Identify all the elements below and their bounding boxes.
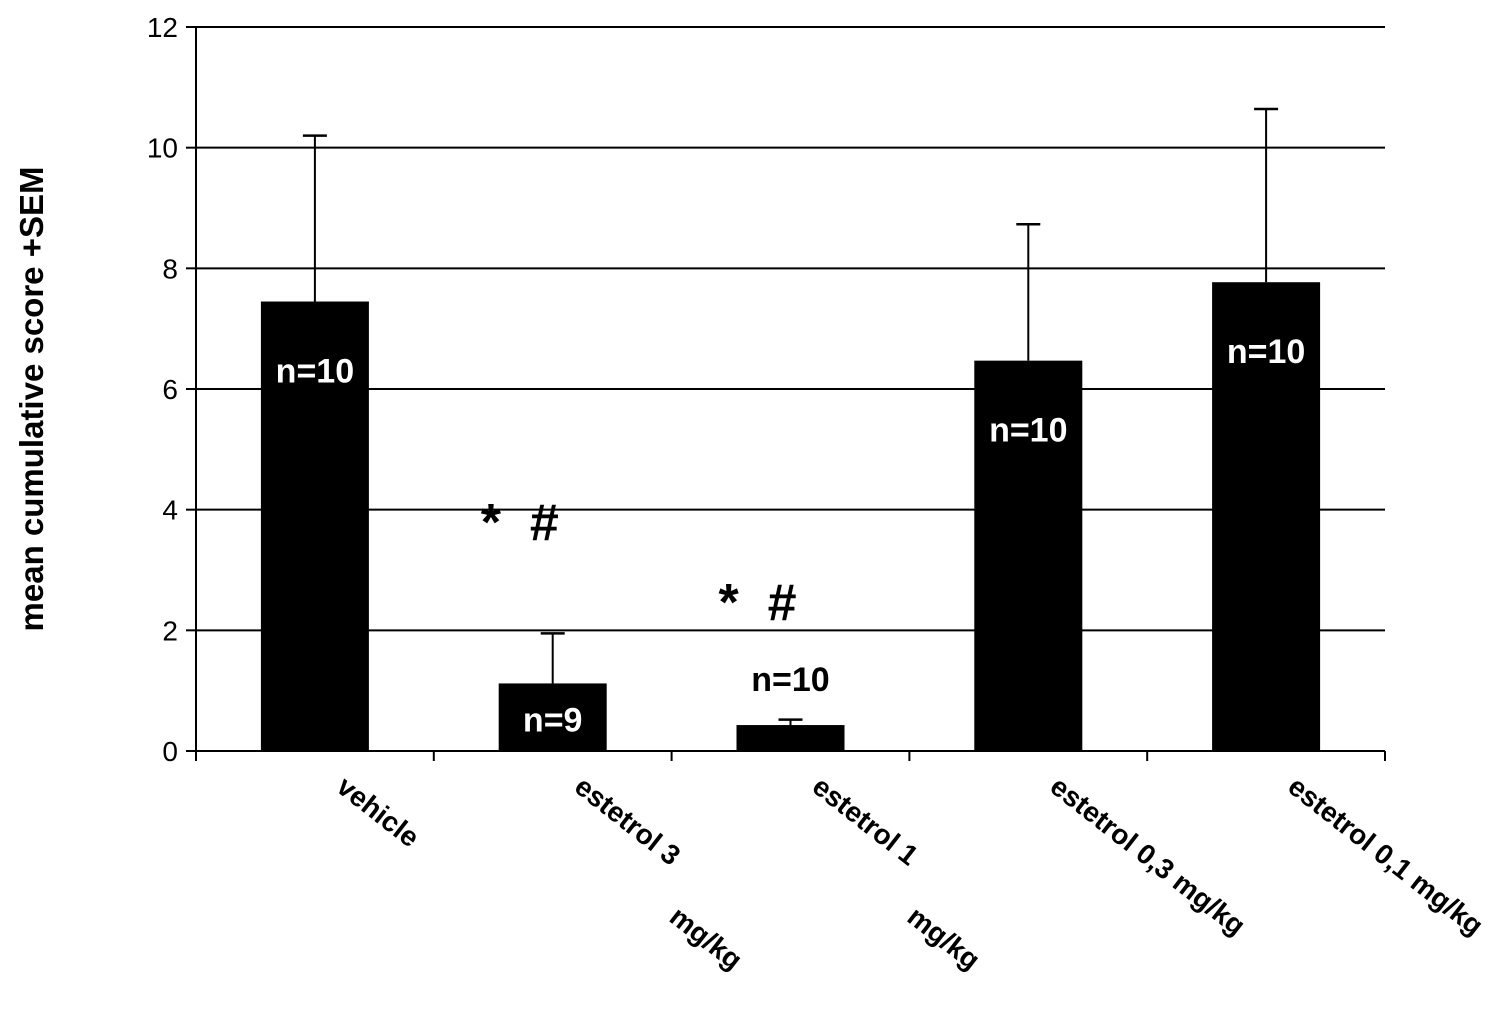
bar-n-label: n=10	[751, 661, 829, 699]
bar-n-label: n=9	[523, 701, 583, 739]
y-tick-label: 4	[162, 495, 178, 526]
gridlines	[196, 27, 1385, 630]
y-tick-label: 8	[162, 253, 178, 284]
significance-marker: * #	[481, 494, 559, 552]
y-tick-label: 12	[147, 12, 178, 43]
bar-n-label: n=10	[276, 353, 354, 391]
x-category-label-line: estetrol 0,3 mg/kg	[1045, 770, 1252, 941]
x-category-label: estetrol 0,3 mg/kg	[1045, 770, 1252, 941]
x-category-label: estetrol 1 mg/kg	[780, 770, 1013, 975]
y-axis-label: mean cumulative score +SEM	[13, 167, 50, 632]
x-category-label-line: estetrol 3	[569, 770, 686, 871]
x-category-label-line: vehicle	[331, 770, 425, 853]
x-category-label-line: estetrol 0,1 mg/kg	[1282, 770, 1489, 941]
bars	[261, 109, 1320, 751]
y-tick-label: 0	[162, 736, 178, 767]
x-category-label-line: mg/kg	[902, 900, 986, 975]
y-tick-label: 6	[162, 374, 178, 405]
y-tick-label: 10	[147, 133, 178, 164]
significance-marker: * #	[719, 574, 797, 632]
x-category-label-line: mg/kg	[664, 900, 748, 975]
bar-n-label: n=10	[989, 412, 1067, 450]
y-tick-label: 2	[162, 615, 178, 646]
x-category-label: estetrol 3 mg/kg	[542, 770, 775, 975]
x-category-label-line: estetrol 1	[807, 770, 924, 871]
bar-3	[737, 725, 845, 751]
x-category-label: vehicle	[331, 770, 425, 853]
bar-n-label: n=10	[1227, 333, 1305, 371]
x-category-label: estetrol 0,1 mg/kg	[1282, 770, 1489, 941]
